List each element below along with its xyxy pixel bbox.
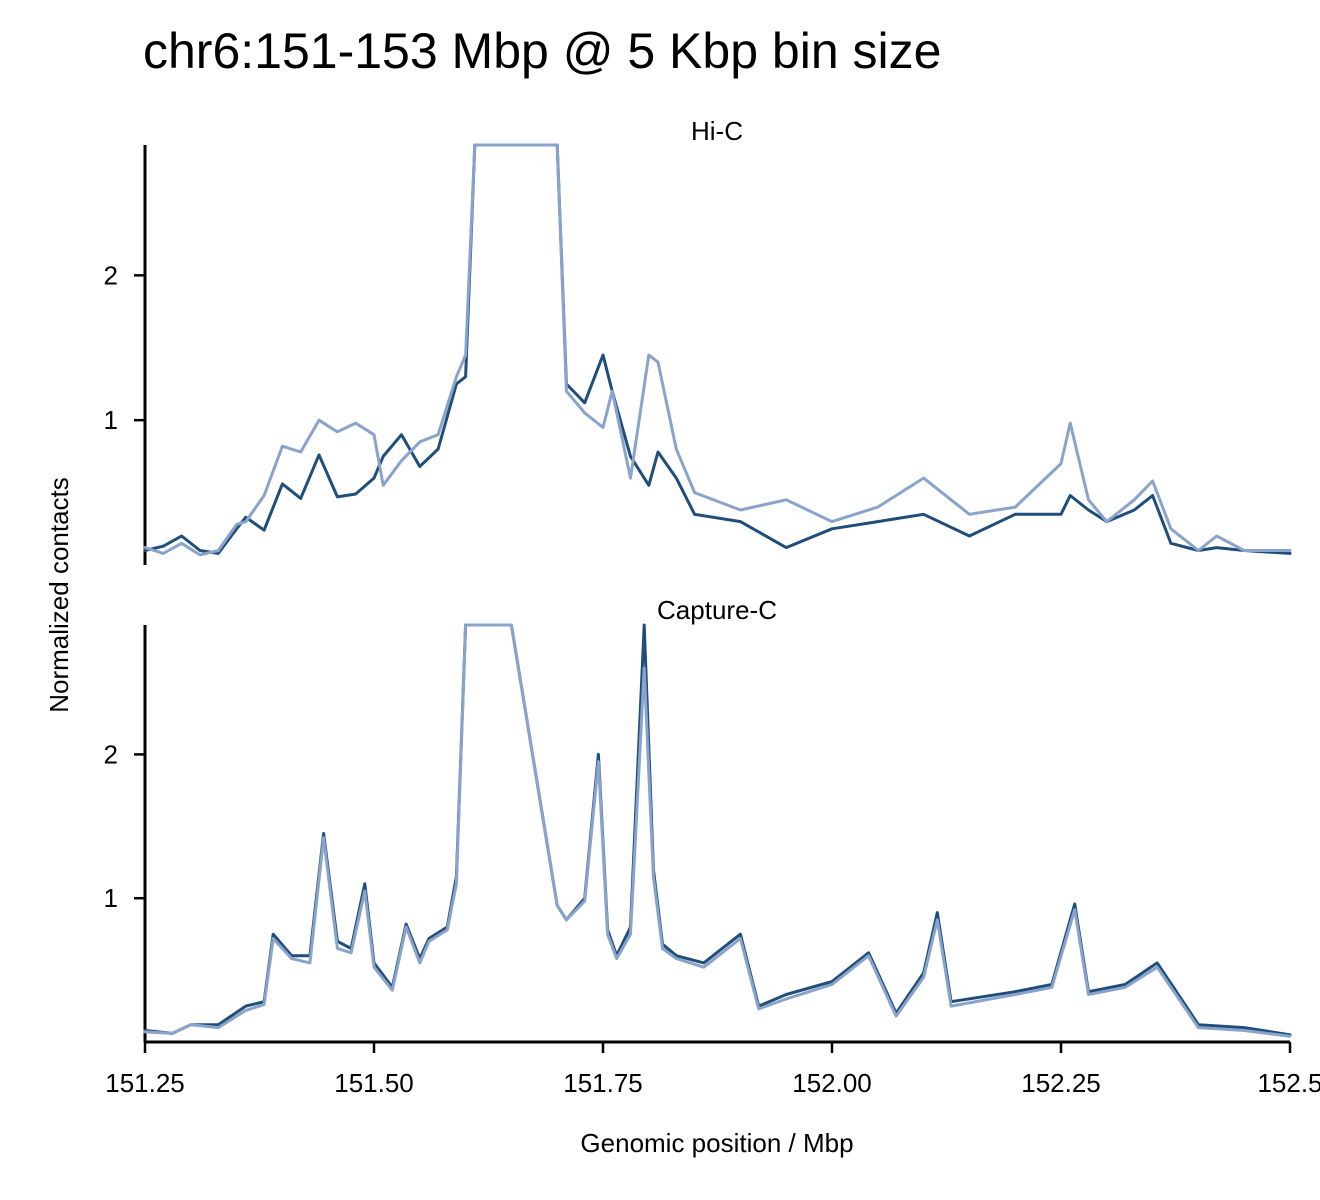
hic-panel: Hi-C 1 2 (104, 116, 1292, 565)
x-tick-label: 152.00 (792, 1068, 872, 1098)
panel-title: Hi-C (691, 116, 743, 146)
panel-title: Capture-C (657, 595, 777, 625)
series-line-0 (143, 623, 1292, 1037)
series-line-1 (143, 143, 1292, 557)
y-tick-label: 2 (104, 739, 118, 769)
x-tick-label: 151.50 (334, 1068, 414, 1098)
y-tick-label: 2 (104, 260, 118, 290)
x-tick-label: 152.25 (1021, 1068, 1101, 1098)
y-axis-label: Normalized contacts (44, 477, 74, 713)
figure-title: chr6:151-153 Mbp @ 5 Kbp bin size (143, 23, 942, 79)
capture-c-panel: Capture-C 1 2 151.25 151.50 151.75 152.00 152.2… (104, 595, 1320, 1098)
series-line-1 (143, 623, 1292, 1038)
x-tick-label: 151.75 (563, 1068, 643, 1098)
series-line-0 (143, 143, 1292, 555)
x-tick-label: 151.25 (105, 1068, 185, 1098)
x-tick-label: 152.5 (1257, 1068, 1320, 1098)
x-axis-label: Genomic position / Mbp (580, 1128, 853, 1158)
y-tick-label: 1 (104, 405, 118, 435)
y-tick-label: 1 (104, 883, 118, 913)
